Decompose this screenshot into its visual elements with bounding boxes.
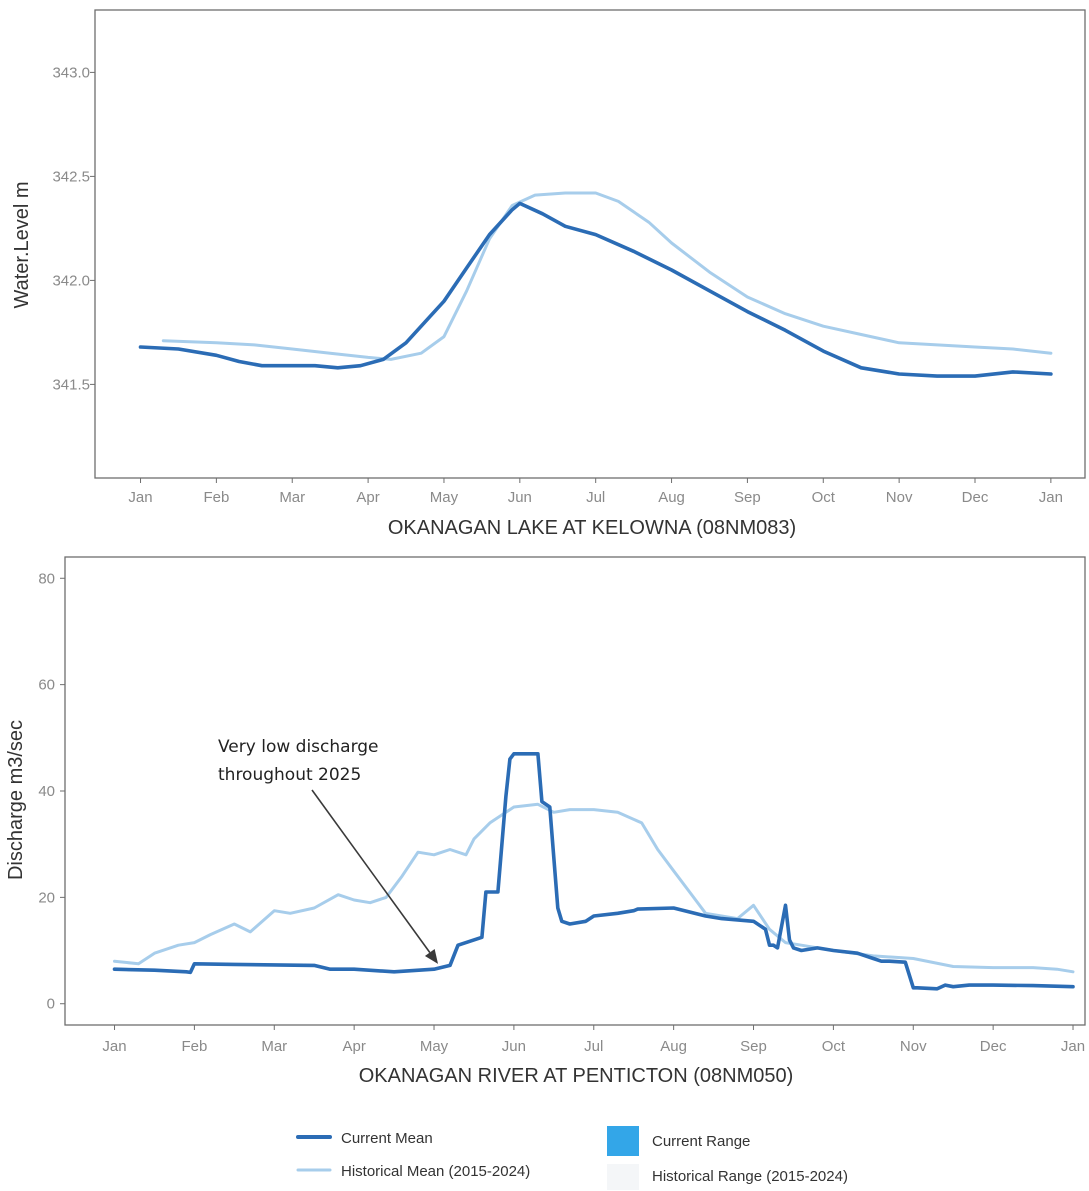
discharge-x-tick-label: Dec xyxy=(980,1038,1007,1055)
water-level-current-mean-line xyxy=(138,201,1053,378)
discharge-x-axis-title: OKANAGAN RIVER AT PENTICTON (08NM050) xyxy=(359,1065,794,1087)
water-level-x-tick-label: Jan xyxy=(1039,489,1063,506)
discharge-historical-mean-line xyxy=(113,802,1075,974)
discharge-x-tick-label: Mar xyxy=(261,1038,287,1055)
water-level-x-tick-label: Nov xyxy=(886,489,913,506)
annotation-line-1: Very low discharge xyxy=(218,737,379,757)
discharge-x-tick-label: Aug xyxy=(660,1038,687,1055)
discharge-x-tick-label: Oct xyxy=(822,1038,846,1055)
discharge-x-tick-label: Jan xyxy=(1061,1038,1085,1055)
annotation-line-2: throughout 2025 xyxy=(218,765,361,785)
water-level-plot-frame xyxy=(94,9,1086,479)
discharge-x-tick-label: Jan xyxy=(102,1038,126,1055)
discharge-current-mean-line xyxy=(112,751,1075,991)
legend-historical-range-swatch xyxy=(607,1164,639,1190)
water-level-y-ticks: 341.5 342.0 342.5 343.0 xyxy=(52,64,95,393)
water-level-y-axis-label: Water.Level m xyxy=(11,181,33,308)
discharge-y-tick-label: 60 xyxy=(38,677,55,694)
legend-current-mean-label: Current Mean xyxy=(341,1130,433,1147)
discharge-x-tick-label: Sep xyxy=(740,1038,767,1055)
water-level-historical-mean-line xyxy=(161,191,1053,361)
water-level-x-tick-label: Sep xyxy=(734,489,761,506)
discharge-historical-mean-layer xyxy=(113,802,1075,974)
water-level-x-tick-label: Dec xyxy=(962,489,989,506)
discharge-x-tick-label: Jun xyxy=(502,1038,526,1055)
annotation-arrowhead xyxy=(424,948,439,964)
water-level-y-tick-label: 342.5 xyxy=(52,168,90,185)
water-level-y-tick-label: 341.5 xyxy=(52,376,90,393)
water-level-x-axis-title: OKANAGAN LAKE AT KELOWNA (08NM083) xyxy=(388,517,796,539)
discharge-plot-frame xyxy=(64,556,1086,1026)
discharge-x-ticks: Jan Feb Mar Apr May Jun Jul Aug Sep Oct Nov Dec Jan xyxy=(102,1025,1085,1055)
water-level-x-tick-label: Mar xyxy=(279,489,305,506)
water-level-historical-mean-layer xyxy=(161,191,1053,361)
water-level-x-tick-label: Jan xyxy=(128,489,152,506)
water-level-y-tick-label: 342.0 xyxy=(52,272,90,289)
water-level-x-tick-label: Feb xyxy=(203,489,229,506)
discharge-y-tick-label: 0 xyxy=(47,996,55,1013)
discharge-y-ticks: 0 20 40 60 80 xyxy=(38,570,65,1013)
water-level-x-tick-label: May xyxy=(430,489,459,506)
discharge-x-tick-label: Jul xyxy=(584,1038,603,1055)
discharge-annotation: Very low discharge throughout 2025 xyxy=(218,737,439,964)
discharge-x-tick-label: May xyxy=(420,1038,449,1055)
water-level-x-tick-label: Oct xyxy=(812,489,836,506)
water-level-x-tick-label: Jun xyxy=(508,489,532,506)
discharge-x-tick-label: Feb xyxy=(181,1038,207,1055)
water-level-x-ticks: Jan Feb Mar Apr May Jun Jul Aug Sep Oct Nov Dec Jan xyxy=(128,478,1063,506)
discharge-x-tick-label: Nov xyxy=(900,1038,927,1055)
legend-historical-range-label: Historical Range (2015-2024) xyxy=(652,1168,848,1185)
water-level-current-mean-layer xyxy=(138,201,1053,378)
discharge-y-tick-label: 40 xyxy=(38,783,55,800)
water-level-x-tick-label: Aug xyxy=(658,489,685,506)
water-level-y-tick-label: 343.0 xyxy=(52,64,90,81)
legend-current-range-label: Current Range xyxy=(652,1133,750,1150)
discharge-current-mean-layer xyxy=(112,751,1075,991)
discharge-y-tick-label: 80 xyxy=(38,570,55,587)
water-level-x-tick-label: Jul xyxy=(586,489,605,506)
annotation-arrow xyxy=(311,789,431,953)
legend-current-range-swatch xyxy=(607,1126,639,1156)
discharge-y-axis-label: Discharge m3/sec xyxy=(5,720,27,880)
discharge-y-tick-label: 20 xyxy=(38,889,55,906)
water-level-x-tick-label: Apr xyxy=(356,489,379,506)
legend: Current Mean Current Range Historical Me… xyxy=(296,1126,848,1190)
discharge-x-tick-label: Apr xyxy=(342,1038,365,1055)
legend-historical-mean-label: Historical Mean (2015-2024) xyxy=(341,1163,530,1180)
discharge-panel: 0 20 40 60 80 Jan Feb Mar Apr May Jun Jul Aug Sep Oct… xyxy=(5,556,1086,1087)
